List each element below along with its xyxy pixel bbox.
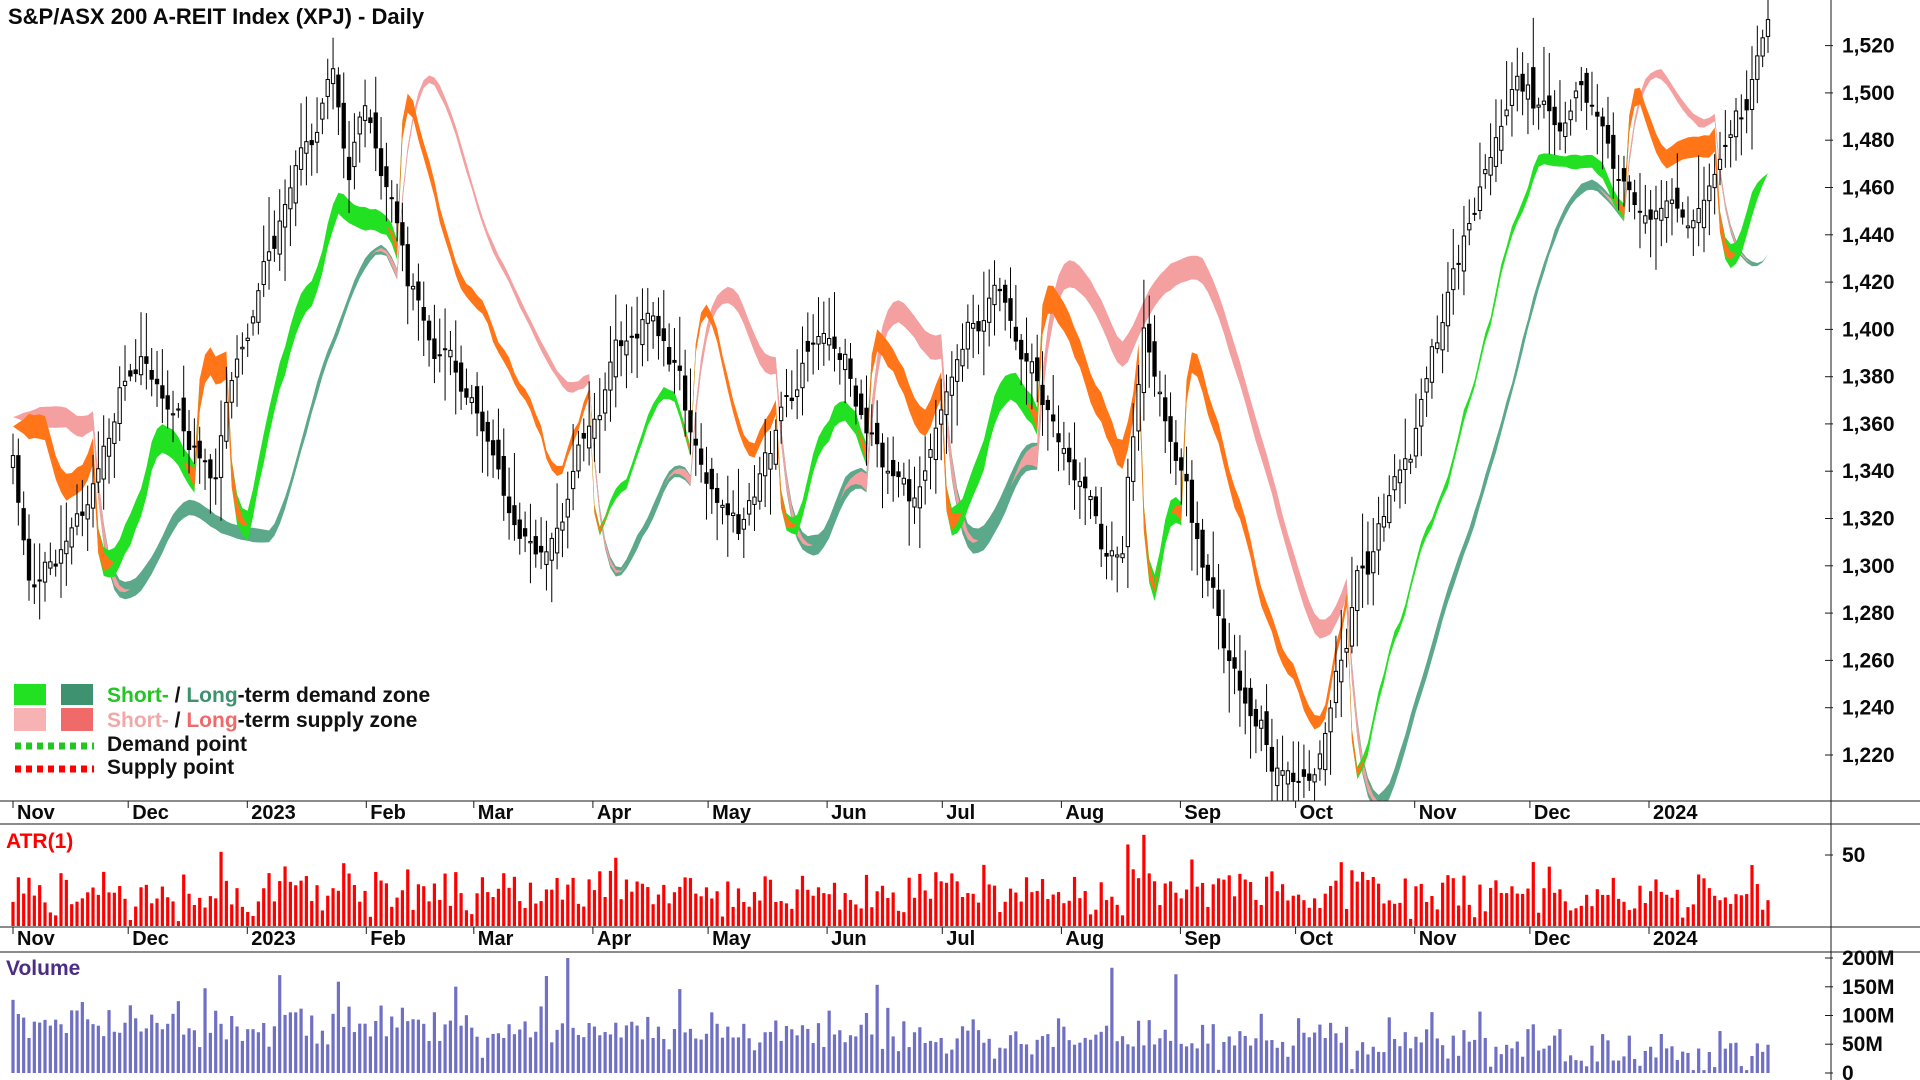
svg-text:200M: 200M	[1842, 947, 1895, 970]
svg-text:Nov: Nov	[17, 802, 56, 824]
svg-text:50: 50	[1842, 844, 1865, 867]
svg-text:ATR(1): ATR(1)	[6, 830, 73, 853]
svg-text:Feb: Feb	[370, 802, 406, 824]
svg-text:Dec: Dec	[1534, 928, 1571, 950]
svg-text:2023: 2023	[251, 802, 295, 824]
svg-text:Short- / Long-term supply zone: Short- / Long-term supply zone	[107, 709, 417, 732]
svg-text:1,240: 1,240	[1842, 697, 1895, 720]
svg-text:1,480: 1,480	[1842, 129, 1895, 152]
svg-text:2024: 2024	[1653, 802, 1698, 824]
svg-text:Aug: Aug	[1065, 802, 1104, 824]
svg-text:1,220: 1,220	[1842, 744, 1895, 767]
svg-text:100M: 100M	[1842, 1005, 1895, 1028]
svg-text:1,320: 1,320	[1842, 508, 1895, 531]
svg-text:1,340: 1,340	[1842, 460, 1895, 483]
svg-text:Apr: Apr	[597, 802, 632, 824]
svg-text:May: May	[712, 928, 752, 950]
svg-text:0: 0	[1842, 1062, 1854, 1080]
svg-text:Mar: Mar	[478, 928, 514, 950]
svg-text:Short- / Long-term demand zone: Short- / Long-term demand zone	[107, 684, 430, 707]
svg-text:Sep: Sep	[1184, 802, 1221, 824]
svg-text:2024: 2024	[1653, 928, 1698, 950]
svg-text:2023: 2023	[251, 928, 295, 950]
svg-text:150M: 150M	[1842, 976, 1895, 999]
svg-text:1,400: 1,400	[1842, 318, 1895, 341]
svg-text:Feb: Feb	[370, 928, 406, 950]
svg-text:1,360: 1,360	[1842, 413, 1895, 436]
svg-text:50M: 50M	[1842, 1033, 1883, 1056]
svg-text:1,520: 1,520	[1842, 35, 1895, 58]
svg-text:1,440: 1,440	[1842, 224, 1895, 247]
svg-text:Oct: Oct	[1300, 928, 1334, 950]
svg-text:Jul: Jul	[946, 928, 975, 950]
svg-text:Jul: Jul	[946, 802, 975, 824]
svg-text:Volume: Volume	[6, 957, 80, 980]
svg-text:May: May	[712, 802, 752, 824]
svg-text:1,420: 1,420	[1842, 271, 1895, 294]
svg-text:Oct: Oct	[1300, 802, 1334, 824]
svg-text:Demand point: Demand point	[107, 733, 247, 756]
svg-text:Supply point: Supply point	[107, 756, 234, 779]
svg-text:Nov: Nov	[1419, 802, 1458, 824]
svg-text:1,460: 1,460	[1842, 177, 1895, 200]
svg-text:Sep: Sep	[1184, 928, 1221, 950]
svg-text:Nov: Nov	[1419, 928, 1458, 950]
svg-text:1,300: 1,300	[1842, 555, 1895, 578]
svg-text:1,500: 1,500	[1842, 82, 1895, 105]
svg-text:1,380: 1,380	[1842, 366, 1895, 389]
svg-text:Mar: Mar	[478, 802, 514, 824]
svg-text:Dec: Dec	[132, 802, 169, 824]
svg-text:Apr: Apr	[597, 928, 632, 950]
svg-text:Aug: Aug	[1065, 928, 1104, 950]
svg-text:Jun: Jun	[831, 928, 867, 950]
svg-text:Jun: Jun	[831, 802, 867, 824]
svg-text:Dec: Dec	[132, 928, 169, 950]
svg-text:1,260: 1,260	[1842, 649, 1895, 672]
svg-text:Dec: Dec	[1534, 802, 1571, 824]
svg-text:Nov: Nov	[17, 928, 56, 950]
svg-text:1,280: 1,280	[1842, 602, 1895, 625]
